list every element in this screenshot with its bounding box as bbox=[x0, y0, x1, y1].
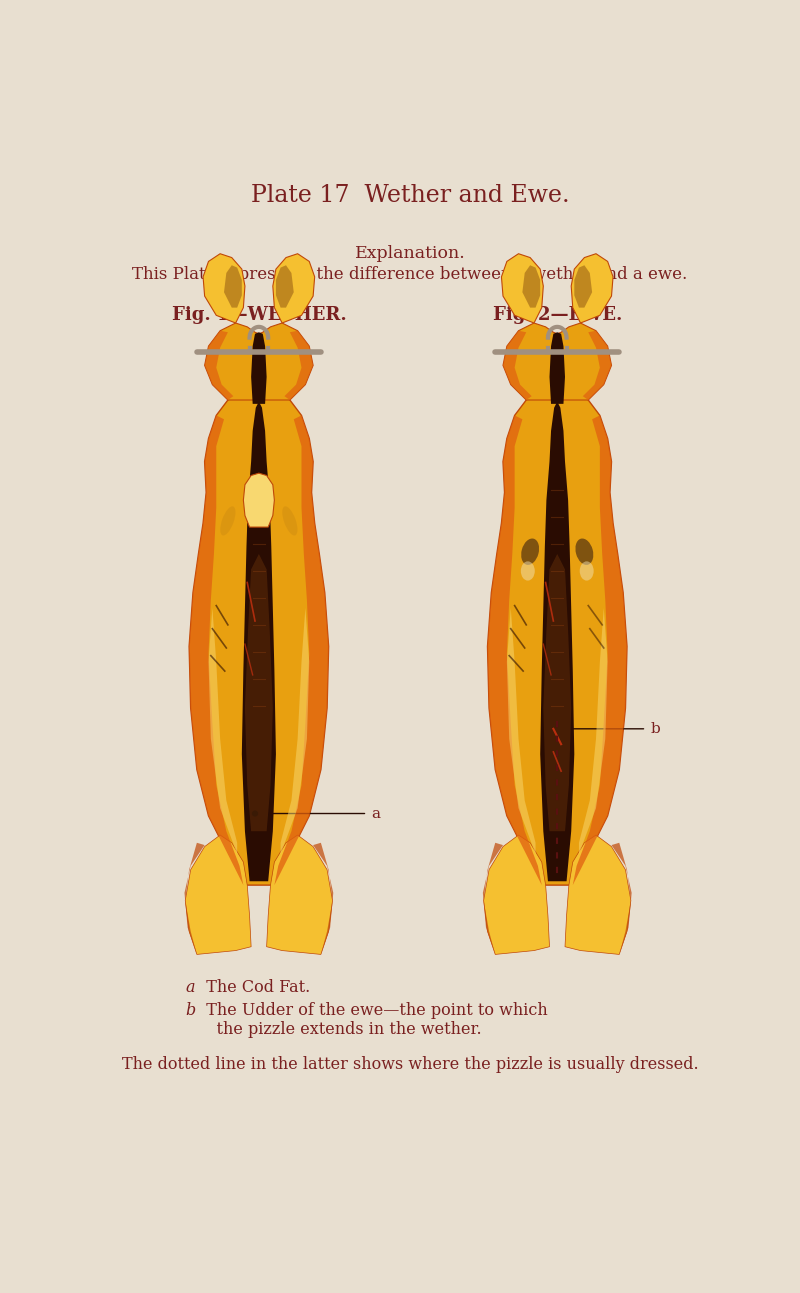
Polygon shape bbox=[583, 331, 611, 400]
Polygon shape bbox=[205, 323, 313, 400]
Polygon shape bbox=[565, 835, 631, 954]
Polygon shape bbox=[242, 402, 276, 882]
Polygon shape bbox=[203, 253, 245, 323]
Text: Plate 17  Wether and Ewe.: Plate 17 Wether and Ewe. bbox=[250, 184, 570, 207]
Text: The Cod Fat.: The Cod Fat. bbox=[196, 979, 310, 996]
Text: a: a bbox=[186, 979, 194, 996]
Polygon shape bbox=[281, 608, 310, 855]
Polygon shape bbox=[579, 608, 608, 855]
Polygon shape bbox=[189, 415, 243, 886]
Polygon shape bbox=[483, 843, 503, 954]
Polygon shape bbox=[186, 835, 251, 954]
Polygon shape bbox=[550, 332, 565, 403]
Polygon shape bbox=[224, 265, 242, 308]
Text: Fig. 2—EWE.: Fig. 2—EWE. bbox=[493, 306, 622, 325]
Polygon shape bbox=[522, 265, 540, 308]
Text: The dotted line in the latter shows where the pizzle is usually dressed.: The dotted line in the latter shows wher… bbox=[122, 1056, 698, 1073]
Polygon shape bbox=[276, 265, 294, 308]
Polygon shape bbox=[507, 608, 535, 855]
Ellipse shape bbox=[220, 507, 235, 535]
Text: This Plate represents the difference between a wether and a ewe.: This Plate represents the difference bet… bbox=[132, 266, 688, 283]
Polygon shape bbox=[251, 332, 266, 403]
Polygon shape bbox=[540, 402, 574, 882]
Ellipse shape bbox=[575, 538, 594, 565]
Polygon shape bbox=[487, 387, 627, 886]
Polygon shape bbox=[543, 553, 571, 831]
Text: the pizzle extends in the wether.: the pizzle extends in the wether. bbox=[196, 1020, 482, 1038]
Polygon shape bbox=[487, 415, 542, 886]
Polygon shape bbox=[243, 473, 274, 528]
Polygon shape bbox=[503, 331, 532, 400]
Polygon shape bbox=[285, 331, 313, 400]
Text: a: a bbox=[371, 807, 380, 821]
Text: Explanation.: Explanation. bbox=[354, 246, 466, 262]
Text: b: b bbox=[186, 1002, 195, 1019]
Polygon shape bbox=[185, 843, 205, 954]
Polygon shape bbox=[502, 253, 543, 323]
Ellipse shape bbox=[521, 538, 539, 565]
Ellipse shape bbox=[580, 561, 594, 581]
Polygon shape bbox=[573, 415, 627, 886]
Circle shape bbox=[252, 811, 258, 817]
Text: b: b bbox=[650, 721, 660, 736]
Polygon shape bbox=[274, 415, 329, 886]
Polygon shape bbox=[313, 843, 334, 954]
Polygon shape bbox=[484, 835, 550, 954]
Polygon shape bbox=[273, 253, 314, 323]
Ellipse shape bbox=[521, 561, 534, 581]
Polygon shape bbox=[245, 553, 273, 831]
Polygon shape bbox=[611, 843, 632, 954]
Polygon shape bbox=[189, 387, 329, 886]
Polygon shape bbox=[209, 608, 237, 855]
Text: The Udder of the ewe—the point to which: The Udder of the ewe—the point to which bbox=[196, 1002, 548, 1019]
Polygon shape bbox=[574, 265, 592, 308]
Polygon shape bbox=[266, 835, 333, 954]
Polygon shape bbox=[205, 331, 234, 400]
Text: Fig. 1—WETHER.: Fig. 1—WETHER. bbox=[171, 306, 346, 325]
Ellipse shape bbox=[282, 507, 298, 535]
Polygon shape bbox=[571, 253, 613, 323]
Polygon shape bbox=[503, 323, 611, 400]
